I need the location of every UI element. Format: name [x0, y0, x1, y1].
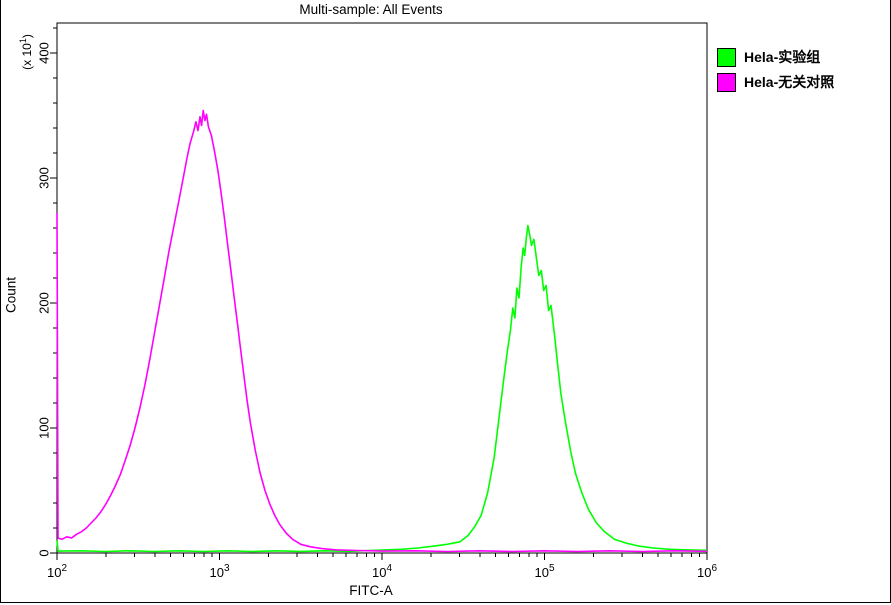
- x-tick-label: 103: [209, 563, 229, 580]
- series-curve-hela-experimental: [56, 224, 708, 553]
- y-tick-label: 400: [37, 42, 52, 64]
- legend-label-experimental: Hela-实验组: [744, 49, 821, 65]
- legend-label-control: Hela-无关对照: [744, 74, 835, 90]
- legend: Hela-实验组 Hela-无关对照: [717, 47, 834, 97]
- y-axis-major-ticks: 0 100 200 300 400: [37, 42, 57, 557]
- legend-item-experimental: Hela-实验组: [717, 47, 834, 67]
- x-axis-title: FITC-A: [349, 583, 393, 598]
- legend-swatch-green-icon: [717, 47, 736, 67]
- x-axis-minor-ticks: [105, 553, 701, 557]
- y-tick-label: 100: [37, 417, 52, 439]
- legend-item-control: Hela-无关对照: [717, 72, 834, 92]
- series-curve-hela-control: [56, 109, 708, 553]
- chart-title: Multi-sample: All Events: [299, 2, 443, 17]
- y-tick-label: 0: [37, 549, 52, 556]
- x-tick-label: 105: [534, 563, 554, 580]
- x-axis-major-ticks: 102 103 104 105 106: [47, 553, 717, 580]
- y-tick-label: 300: [37, 167, 52, 189]
- plot-frame: [56, 22, 708, 554]
- x-tick-label: 106: [697, 563, 717, 580]
- legend-swatch-magenta-icon: [717, 72, 736, 92]
- x-tick-label: 102: [47, 563, 67, 580]
- y-tick-label: 200: [37, 292, 52, 314]
- x-tick-label: 104: [372, 563, 392, 580]
